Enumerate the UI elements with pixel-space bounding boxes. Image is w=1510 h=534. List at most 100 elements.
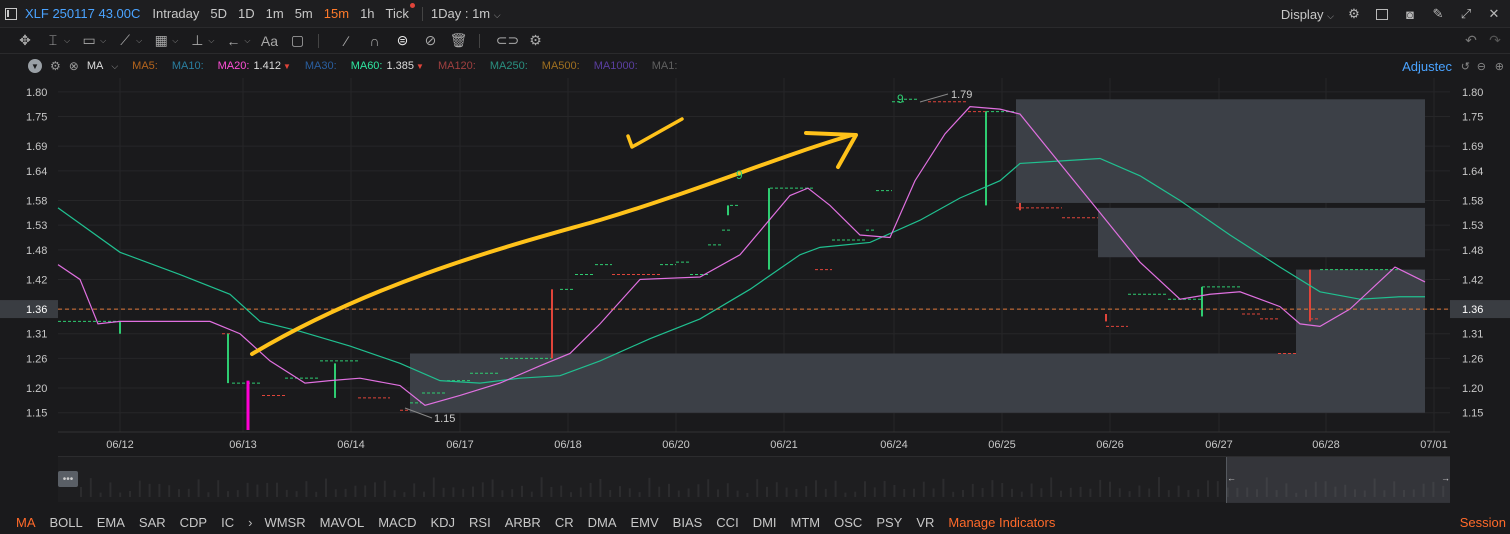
zoom-out-icon[interactable]: ⊖ xyxy=(1476,60,1486,73)
indicator-tab-kdj[interactable]: KDJ xyxy=(430,514,456,530)
tab-intraday[interactable]: Intraday xyxy=(152,6,200,21)
chevron-down-icon[interactable]: ⌵ xyxy=(111,60,119,71)
indicator-tab-cci[interactable]: CCI xyxy=(716,514,739,530)
chevron-down-icon[interactable]: ⌵ xyxy=(100,35,107,45)
pen-icon[interactable]: ∕ xyxy=(345,32,348,49)
ma-legend-item[interactable]: MA1000: xyxy=(594,60,638,72)
hide-icon[interactable]: ⊘ xyxy=(424,32,437,48)
chevron-down-icon[interactable]: ⌵ xyxy=(244,35,251,45)
display-dropdown[interactable]: Display ⌵ xyxy=(1281,7,1334,22)
chart-svg[interactable]: 9 9 1.79 1.15 1.80 1.80 1.75 1.75 1.69 1.69 1.64 1.… xyxy=(0,78,1510,456)
trend-arrow-icon: ▼ xyxy=(416,62,424,71)
ma-legend-item[interactable]: MA30: xyxy=(305,60,337,72)
link-icon[interactable]: ⊂⊃ xyxy=(495,32,520,48)
indicator-close-icon[interactable]: ⊗ xyxy=(68,59,79,73)
indicator-tab-bias[interactable]: BIAS xyxy=(672,514,703,530)
indicator-tab-mavol[interactable]: MAVOL xyxy=(319,514,365,530)
indicator-tab-osc[interactable]: OSC xyxy=(834,514,863,530)
ma-legend-item[interactable]: MA250: xyxy=(490,60,528,72)
indicator-tab-emv[interactable]: EMV xyxy=(630,514,659,530)
ma-legend-item[interactable]: MA500: xyxy=(542,60,580,72)
indicator-settings-icon[interactable]: ⚙ xyxy=(50,59,61,73)
indicator-tab-ic[interactable]: IC xyxy=(221,514,235,530)
indicator-tab-psy[interactable]: PSY xyxy=(876,514,903,530)
arrow-tool-icon[interactable]: ← xyxy=(226,32,241,49)
ma-legend-item[interactable]: MA120: xyxy=(438,60,476,72)
adjusted-label[interactable]: Adjustec xyxy=(1402,58,1452,74)
indicator-tab-mtm[interactable]: MTM xyxy=(790,514,821,530)
ma-legend-item[interactable]: MA5: xyxy=(132,60,158,72)
indicator-tab-rsi[interactable]: RSI xyxy=(469,514,491,530)
chevron-down-icon[interactable]: ⌵ xyxy=(172,35,179,45)
manage-indicators-button[interactable]: Manage Indicators xyxy=(948,514,1056,530)
text-tool-icon[interactable]: Aa xyxy=(260,32,279,49)
navigator-left-arrow[interactable]: ← xyxy=(1227,473,1236,483)
price-chart[interactable]: 9 9 1.79 1.15 1.80 1.80 1.75 1.75 1.69 1.69 1.64 1.… xyxy=(0,78,1510,456)
tab-1h[interactable]: 1h xyxy=(360,6,375,21)
chevron-down-icon[interactable]: ⌵ xyxy=(64,35,71,45)
chevron-right-icon[interactable]: › xyxy=(248,514,253,530)
indicator-tab-ma[interactable]: MA xyxy=(16,514,36,530)
chart-navigator[interactable]: ••• ← → xyxy=(58,456,1450,503)
period-select[interactable]: 1Day : 1m ⌵ xyxy=(431,6,501,21)
ma-legend-item[interactable]: MA20: 1.412 ▼ xyxy=(218,60,291,72)
ma-legend-item[interactable]: MA10: xyxy=(172,60,204,72)
tab-1m[interactable]: 1m xyxy=(265,6,284,21)
indicator-tab-dma[interactable]: DMA xyxy=(587,514,617,530)
indicator-tab-vr[interactable]: VR xyxy=(916,514,935,530)
measure-icon[interactable]: ⊥ xyxy=(191,32,204,48)
tab-1d[interactable]: 1D xyxy=(238,6,255,21)
navigator-window[interactable]: ← → xyxy=(1226,457,1450,503)
navigator-bar xyxy=(1226,487,1229,497)
navigator-right-arrow[interactable]: → xyxy=(1441,473,1450,483)
tab-5m[interactable]: 5m xyxy=(294,6,313,21)
tab-5d[interactable]: 5D xyxy=(210,6,228,21)
settings-icon[interactable]: ⚙ xyxy=(529,32,542,48)
navigator-bar xyxy=(864,481,866,497)
trash-icon[interactable]: 🗑︎ xyxy=(449,32,468,48)
camera-icon[interactable]: ◙ xyxy=(1406,6,1414,22)
chevron-down-icon[interactable]: ⌵ xyxy=(136,35,143,45)
gear-icon[interactable]: ⚙ xyxy=(1348,6,1360,21)
indicator-tab-boll[interactable]: BOLL xyxy=(49,514,83,530)
chevron-down-icon[interactable]: ⌵ xyxy=(208,35,215,45)
navigator-bar xyxy=(736,490,739,497)
redo-icon[interactable]: ↷ xyxy=(1489,32,1501,48)
indicator-tab-cdp[interactable]: CDP xyxy=(179,514,208,530)
tab-15m[interactable]: 15m xyxy=(323,6,350,21)
undo-icon[interactable]: ↶ xyxy=(1465,32,1477,48)
reset-icon[interactable]: ↺ xyxy=(1460,60,1470,73)
indicator-tab-wmsr[interactable]: WMSR xyxy=(264,514,306,530)
zoom-in-icon[interactable]: ⊕ xyxy=(1494,60,1504,73)
collapse-icon[interactable]: ▼ xyxy=(28,59,42,73)
close-icon[interactable]: ✕ xyxy=(1488,6,1500,21)
comment-icon[interactable]: ▢ xyxy=(290,32,305,48)
trend-line-icon[interactable]: ⟋ xyxy=(120,32,131,48)
panel-toggle-icon[interactable] xyxy=(5,7,17,20)
navigator-bar xyxy=(423,491,425,497)
magnet-icon[interactable]: ∩ xyxy=(369,32,380,49)
move-cursor-icon[interactable]: ✥ xyxy=(19,32,31,48)
rectangle-tool-icon[interactable]: ▭ xyxy=(82,32,96,48)
indicator-tab-ema[interactable]: EMA xyxy=(96,514,125,530)
indicator-tab-cr[interactable]: CR xyxy=(554,514,574,530)
symbol-title[interactable]: XLF 250117 43.00C xyxy=(25,6,141,21)
indicator-tab-sar[interactable]: SAR xyxy=(138,514,166,530)
navigator-bar xyxy=(1207,480,1209,497)
navigator-handle[interactable]: ••• xyxy=(58,471,78,487)
x-tick: 06/12 xyxy=(106,439,134,451)
fib-tool-icon[interactable]: ▦ xyxy=(154,32,168,48)
indicator-tab-macd[interactable]: MACD xyxy=(378,514,417,530)
indicator-tab-arbr[interactable]: ARBR xyxy=(504,514,541,530)
session-button[interactable]: Session xyxy=(1459,514,1506,530)
count-label: 9 xyxy=(897,92,904,106)
lock-icon[interactable]: ⊜ xyxy=(396,32,409,48)
indicator-tab-dmi[interactable]: DMI xyxy=(752,514,777,530)
pencil-icon[interactable]: ✎ xyxy=(1432,6,1444,21)
ma-legend-item[interactable]: MA60: 1.385 ▼ xyxy=(351,60,424,72)
crosshair-icon[interactable]: ⌶ xyxy=(48,32,58,48)
fullscreen-icon[interactable]: ⤢ xyxy=(1460,6,1472,21)
ma-legend-item[interactable]: MA1: xyxy=(652,60,678,72)
layout-icon[interactable] xyxy=(1374,6,1390,22)
tab-tick[interactable]: Tick xyxy=(386,3,415,21)
